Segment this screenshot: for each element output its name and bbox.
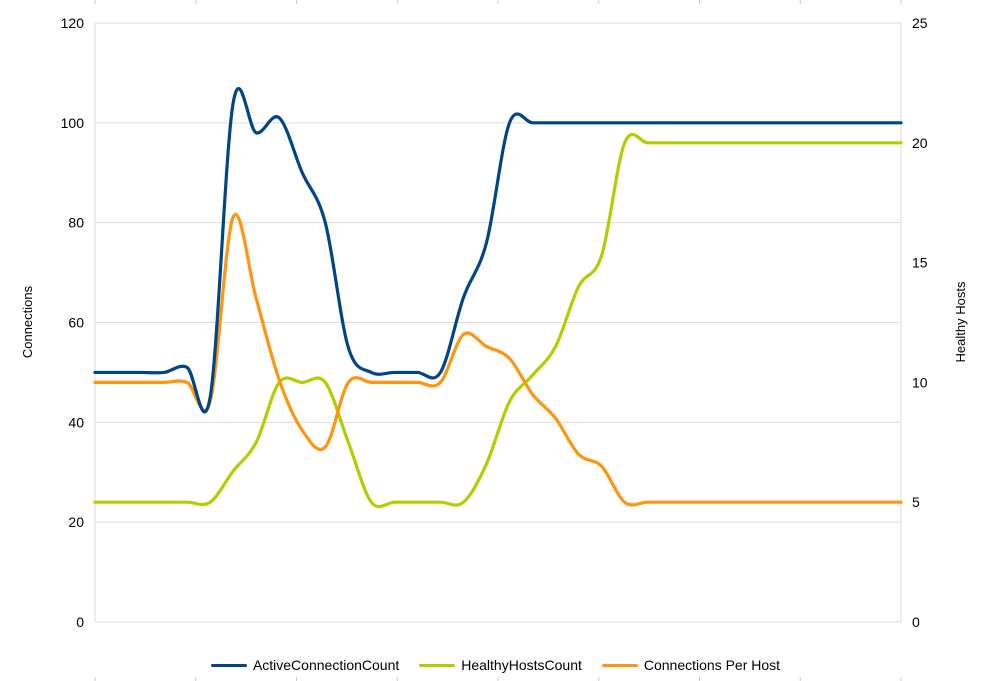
legend: ActiveConnectionCount HealthyHostsCount …: [0, 655, 991, 675]
y2-tick-label: 0: [912, 614, 920, 630]
y-tick-label: 20: [68, 514, 84, 530]
series-lines: [93, 86, 903, 509]
left-y-axis-title: Connections: [20, 285, 35, 358]
series-line-healthyhostscount: [93, 132, 903, 509]
legend-label: HealthyHostsCount: [461, 657, 582, 673]
right-y-axis-ticks: 0 5 10 15 20 25: [912, 15, 928, 630]
y2-tick-label: 20: [912, 135, 928, 151]
y2-tick-label: 10: [912, 374, 928, 390]
y-tick-label: 80: [68, 215, 84, 231]
y-tick-label: 60: [68, 315, 84, 331]
y-tick-label: 100: [61, 115, 85, 131]
legend-item-healthy-hosts: HealthyHostsCount: [419, 657, 582, 673]
y-tick-label: 40: [68, 414, 84, 430]
series-line-connections-per-host: [93, 212, 903, 507]
legend-label: ActiveConnectionCount: [252, 657, 400, 673]
legend-swatch: [419, 663, 456, 667]
legend-item-connections-per-host: Connections Per Host: [601, 657, 781, 673]
legend-item-active-connections: ActiveConnectionCount: [210, 657, 400, 673]
x-axis-ticks: [94, 0, 902, 681]
y-tick-label: 0: [76, 614, 84, 630]
left-y-axis-ticks: 0 20 40 60 80 100 120: [61, 15, 85, 630]
y2-tick-label: 5: [912, 494, 920, 510]
y2-tick-label: 15: [912, 255, 928, 271]
y2-tick-label: 25: [912, 15, 928, 31]
legend-label: Connections Per Host: [643, 657, 781, 673]
y-tick-label: 120: [61, 15, 85, 31]
right-y-axis-title: Healthy Hosts: [953, 281, 968, 362]
series-line-activeconnectioncount: [93, 86, 903, 414]
legend-swatch: [601, 663, 638, 667]
legend-swatch: [210, 663, 247, 667]
